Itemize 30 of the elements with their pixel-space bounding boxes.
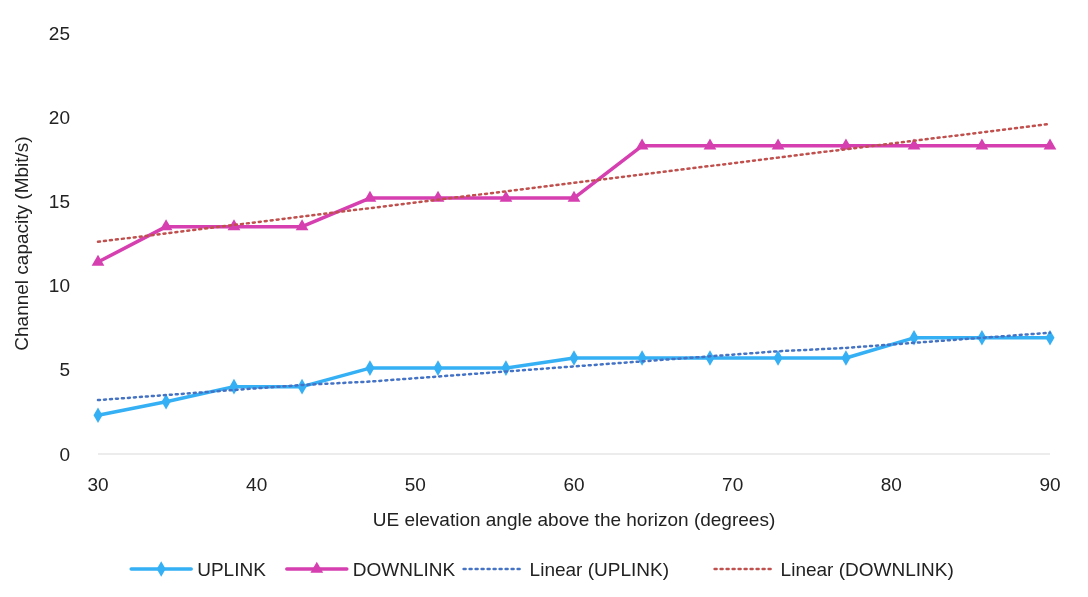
- point: [295, 219, 309, 231]
- x-tick-label: 80: [880, 473, 902, 495]
- y-tick-label: 5: [59, 359, 70, 381]
- legend-label: Linear (UPLINK): [529, 558, 669, 580]
- point: [91, 254, 105, 266]
- x-tick-label: 50: [404, 473, 426, 495]
- y-axis-title: Channel capacity (Mbit/s): [11, 136, 32, 351]
- y-tick-label: 25: [48, 22, 70, 44]
- legend-label: Linear (DOWNLINK): [780, 558, 954, 580]
- point: [159, 219, 173, 231]
- y-tick-label: 20: [48, 106, 70, 128]
- y-tick-label: 15: [48, 191, 70, 213]
- x-tick-label: 90: [1039, 473, 1061, 495]
- x-tick-label: 70: [722, 473, 744, 495]
- y-tick-label: 0: [59, 443, 70, 465]
- point: [703, 138, 717, 150]
- legend-label: UPLINK: [197, 558, 267, 580]
- x-tick-label: 40: [246, 473, 268, 495]
- point: [1043, 138, 1057, 150]
- point: [567, 190, 581, 202]
- point: [635, 138, 649, 150]
- legend-label: DOWNLINK: [352, 558, 456, 580]
- x-tick-label: 30: [87, 473, 109, 495]
- point: [363, 190, 377, 202]
- y-tick-label: 10: [48, 275, 70, 297]
- point: [975, 138, 989, 150]
- point: [499, 190, 513, 202]
- x-tick-label: 60: [563, 473, 585, 495]
- point: [771, 138, 785, 150]
- x-axis-title: UE elevation angle above the horizon (degrees): [372, 509, 776, 530]
